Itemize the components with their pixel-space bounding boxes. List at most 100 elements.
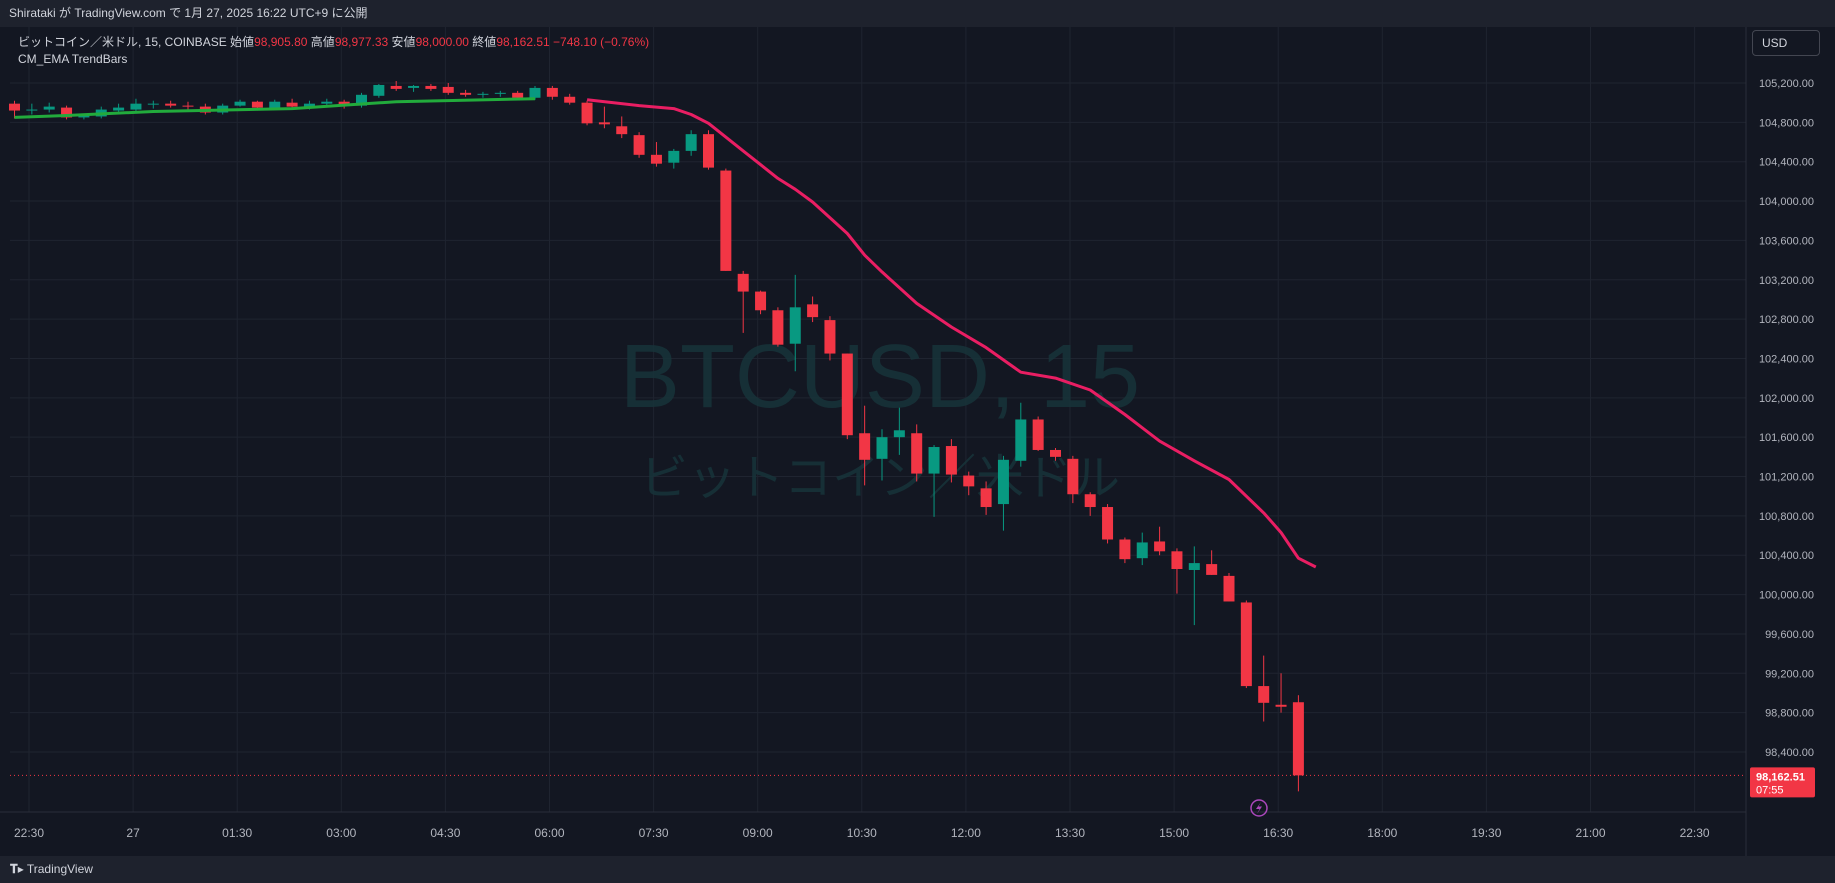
candle bbox=[668, 148, 680, 169]
candle-body bbox=[303, 103, 315, 107]
candle-body bbox=[997, 459, 1009, 505]
candle bbox=[945, 439, 957, 483]
candle-body bbox=[1206, 564, 1218, 575]
candle bbox=[165, 100, 177, 108]
candle-body bbox=[1292, 702, 1304, 776]
candle bbox=[26, 103, 38, 115]
price-axis[interactable]: 105,200.00 104,800.00 104,400.00 104,000.00… bbox=[1745, 27, 1835, 856]
time-tick: 27 bbox=[126, 826, 140, 840]
candle-body bbox=[1119, 539, 1131, 560]
candle bbox=[650, 142, 662, 167]
lightning-icon[interactable] bbox=[1250, 799, 1268, 817]
price-tick: 103,600.00 bbox=[1759, 235, 1814, 247]
time-tick: 13:30 bbox=[1055, 826, 1085, 840]
candle bbox=[755, 290, 767, 315]
candle-body bbox=[1171, 551, 1183, 570]
candle-body bbox=[26, 109, 38, 111]
candle-body bbox=[442, 86, 454, 93]
last-price-tag: 98,162.51 07:55 bbox=[1750, 767, 1815, 798]
legend-close-value: 98,162.51 bbox=[496, 35, 550, 49]
price-tick: 100,400.00 bbox=[1759, 550, 1814, 562]
candle-body bbox=[373, 84, 385, 96]
candle bbox=[1223, 572, 1235, 602]
candle bbox=[789, 274, 801, 372]
candle bbox=[546, 85, 558, 100]
legend-symbol[interactable]: ビットコイン／米ドル, 15, COINBASE bbox=[18, 35, 227, 49]
candle-body bbox=[321, 101, 333, 104]
candle bbox=[737, 270, 749, 333]
candle bbox=[494, 90, 506, 97]
time-tick: 16:30 bbox=[1263, 826, 1293, 840]
candle-body bbox=[633, 135, 645, 155]
price-tick: 104,400.00 bbox=[1759, 157, 1814, 169]
time-tick: 10:30 bbox=[847, 826, 877, 840]
candle bbox=[529, 85, 541, 100]
candle-body bbox=[581, 102, 593, 124]
candle-body bbox=[928, 447, 940, 474]
time-axis[interactable]: 22:30 27 01:30 03:00 04:30 06:00 07:30 09:00 10:… bbox=[0, 811, 1746, 840]
candle-body bbox=[963, 475, 975, 487]
candle-body bbox=[1258, 686, 1270, 703]
price-tick: 99,600.00 bbox=[1765, 629, 1814, 641]
candle bbox=[963, 471, 975, 496]
candle bbox=[633, 132, 645, 158]
candle bbox=[841, 353, 853, 440]
candle-body bbox=[494, 92, 506, 94]
legend-ohlc-row: ビットコイン／米ドル, 15, COINBASE 始値98,905.80 高値9… bbox=[18, 34, 649, 51]
candle-body bbox=[807, 304, 819, 318]
candle-body bbox=[1050, 449, 1061, 457]
candle-body bbox=[1032, 419, 1044, 450]
candle-body bbox=[425, 85, 437, 89]
ema-lines bbox=[14, 97, 1317, 569]
candle bbox=[1171, 548, 1183, 594]
legend-high-value: 98,977.33 bbox=[334, 35, 389, 49]
candle bbox=[997, 455, 1009, 531]
time-tick: 01:30 bbox=[222, 826, 252, 840]
candle bbox=[876, 429, 888, 481]
price-tick: 100,800.00 bbox=[1759, 511, 1814, 523]
candle bbox=[477, 91, 489, 98]
candle-body bbox=[911, 433, 923, 474]
candle bbox=[61, 105, 73, 120]
ema-line-down bbox=[586, 98, 1317, 569]
candle bbox=[859, 405, 871, 486]
candle bbox=[1206, 550, 1218, 575]
candle bbox=[1154, 526, 1166, 556]
candle-body bbox=[1275, 704, 1287, 707]
candle bbox=[1050, 447, 1061, 461]
candle-body bbox=[408, 85, 420, 88]
candle bbox=[1067, 455, 1079, 504]
candle bbox=[425, 83, 437, 91]
price-chart[interactable]: BTCUSD, 15 ビットコイン／米ドル 22:30 27 01:30 03:00 0… bbox=[0, 0, 1835, 856]
candle bbox=[1292, 695, 1304, 792]
candle bbox=[460, 89, 472, 97]
candle-body bbox=[78, 115, 90, 118]
candle bbox=[1136, 532, 1148, 566]
candle-body bbox=[564, 96, 576, 103]
chart-grid bbox=[10, 27, 1746, 812]
publish-line: Shirataki が TradingView.com で 1月 27, 202… bbox=[9, 6, 368, 20]
candle-body bbox=[9, 103, 20, 111]
candle-body bbox=[43, 106, 55, 110]
candle bbox=[408, 84, 420, 92]
candle-body bbox=[477, 93, 489, 95]
currency-button[interactable]: USD bbox=[1752, 30, 1820, 56]
price-tick: 101,200.00 bbox=[1759, 472, 1814, 484]
candle bbox=[1258, 655, 1270, 722]
candle-body bbox=[1015, 419, 1027, 461]
legend-indicator[interactable]: CM_EMA TrendBars bbox=[18, 52, 128, 66]
price-tick: 98,400.00 bbox=[1765, 747, 1814, 759]
candle-body bbox=[286, 102, 298, 107]
candle-body bbox=[859, 433, 871, 460]
brand-name: TradingView bbox=[26, 862, 93, 876]
candle bbox=[1032, 416, 1044, 451]
candle bbox=[893, 407, 905, 455]
time-tick: 06:00 bbox=[534, 826, 564, 840]
tradingview-logo[interactable]: 𝐓▸ TradingView bbox=[10, 862, 93, 876]
candle-body bbox=[1136, 542, 1148, 559]
candle-body bbox=[182, 105, 194, 107]
watermark: BTCUSD, 15 ビットコイン／米ドル bbox=[620, 327, 1140, 505]
footer-bar: 𝐓▸ TradingView bbox=[0, 856, 1835, 883]
candle-body bbox=[1188, 563, 1200, 570]
time-tick: 07:30 bbox=[639, 826, 669, 840]
